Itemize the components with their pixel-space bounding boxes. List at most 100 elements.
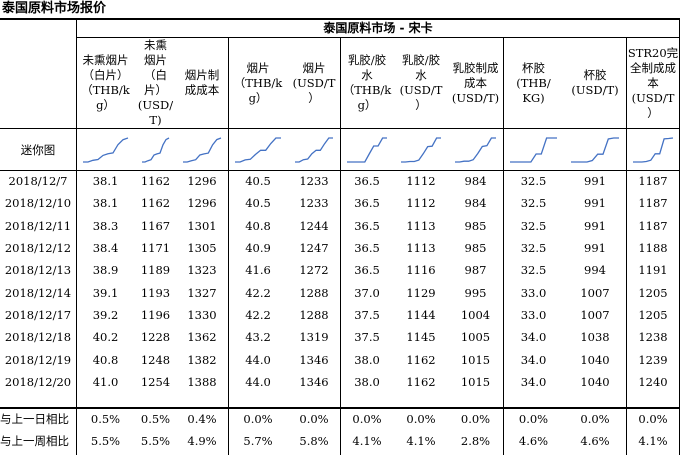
- column-header: 杯胶 (USD/T): [564, 39, 626, 127]
- table-cell: 1346: [299, 374, 329, 389]
- table-cell: 1233: [299, 196, 329, 211]
- column-header-line: (USD/T: [399, 83, 443, 97]
- table-cell: 38.1: [92, 174, 119, 189]
- column-header-line: （THB/k: [233, 75, 283, 90]
- table-cell: 1015: [460, 374, 491, 389]
- table-cell: 1205: [638, 307, 668, 322]
- column-header-line: (USD/T): [571, 83, 619, 97]
- row-date: 2018/12/11: [4, 218, 72, 233]
- summary-cell: 4.1%: [406, 433, 436, 448]
- summary-cell: 0.0%: [460, 411, 491, 426]
- row-date: 2018/12/20: [4, 374, 72, 389]
- table-cell: 987: [464, 263, 487, 278]
- column-header-line: STR20完: [627, 45, 679, 60]
- table-cell: 1040: [580, 374, 610, 389]
- table-cell: 32.5: [520, 263, 547, 278]
- sparkline-line: [142, 137, 170, 163]
- column-header: 烟片 （THB/k g）: [228, 39, 288, 127]
- table-cell: 1319: [299, 330, 329, 345]
- summary-cell: 5.8%: [299, 433, 329, 448]
- sparkline: [346, 136, 388, 164]
- column-header: 烟片制 成成本: [176, 39, 228, 127]
- table-cell: 1244: [299, 218, 329, 233]
- table-cell: 39.1: [92, 285, 119, 300]
- row-date: 2018/12/17: [4, 307, 72, 322]
- summary-cell: 2.8%: [460, 433, 491, 448]
- table-cell: 40.2: [92, 330, 119, 345]
- column-header-line: 本: [647, 75, 659, 90]
- table-cell: 41.6: [245, 263, 271, 278]
- summary-cell: 5.5%: [140, 433, 171, 448]
- table-right-rule: [679, 18, 680, 455]
- table-cell: 1305: [187, 241, 217, 256]
- table-cell: 1228: [140, 330, 171, 345]
- summary-cell: 0.0%: [518, 411, 549, 426]
- row-date: 2018/12/7: [8, 174, 68, 189]
- table-cell: 1113: [406, 241, 436, 256]
- sparkline-line: [455, 137, 496, 163]
- page-title: 泰国原料市场报价: [2, 1, 107, 16]
- summary-cell: 4.1%: [352, 433, 382, 448]
- column-header: 乳胶制成 成本 (USD/T): [448, 39, 503, 127]
- table-cell: 985: [464, 241, 487, 256]
- market-title-rule: [76, 37, 680, 38]
- column-header-line: 全制成成: [630, 60, 676, 75]
- table-cell: 995: [464, 285, 487, 300]
- summary-cell: 5.5%: [90, 433, 121, 448]
- column-header: 杯胶 (THB/KG): [503, 39, 564, 127]
- summary-cell: 4.1%: [638, 433, 668, 448]
- column-header-line: （THB/k: [81, 83, 130, 97]
- row-date: 2018/12/10: [4, 196, 72, 211]
- table-cell: 1323: [187, 263, 217, 278]
- sparkline-svg: [455, 137, 496, 163]
- sparkline-line: [571, 137, 619, 163]
- table-cell: 43.2: [245, 330, 271, 345]
- table-cell: 40.5: [245, 174, 271, 189]
- sparkline: [632, 136, 674, 164]
- table-cell: 1038: [580, 330, 610, 345]
- table-cell: 1187: [638, 174, 668, 189]
- table-cell: 1189: [140, 263, 171, 278]
- price-table: 泰国原料市场 - 宋卡 未熏烟片 （白片） （THB/k g） 未熏 烟片 （白 片） (USD/…: [0, 18, 680, 455]
- row-date: 2018/12/19: [4, 352, 72, 367]
- column-header-line: 成本: [464, 75, 487, 90]
- table-cell: 33.0: [520, 285, 547, 300]
- table-cell: 1188: [638, 241, 668, 256]
- summary-row-label: 与上一日相比: [0, 411, 69, 426]
- sparkline: [182, 136, 222, 164]
- column-header-line: 杯胶: [583, 68, 607, 82]
- summary-cell: 0.0%: [580, 411, 610, 426]
- table-cell: 1007: [580, 285, 610, 300]
- table-cell: 36.5: [354, 241, 380, 256]
- table-cell: 1129: [406, 285, 436, 300]
- table-cell: 1162: [140, 196, 171, 211]
- sparkline-line: [295, 137, 333, 163]
- sparkline-svg: [83, 137, 129, 163]
- table-cell: 37.0: [354, 285, 380, 300]
- summary-cell: 0.4%: [187, 411, 217, 426]
- table-cell: 36.5: [354, 263, 380, 278]
- table-cell: 33.0: [520, 307, 547, 322]
- sparkline-line: [401, 137, 441, 163]
- table-cell: 34.0: [520, 352, 547, 367]
- table-cell: 1327: [187, 285, 217, 300]
- table-cell: 1162: [140, 174, 171, 189]
- summary-cell: 0.0%: [406, 411, 436, 426]
- table-cell: 37.5: [354, 307, 380, 322]
- column-header: 乳胶/胶水（THB/k g）: [340, 39, 394, 127]
- column-header-line: (THB/: [516, 75, 551, 90]
- sparkline-svg: [510, 137, 557, 163]
- table-cell: 1330: [187, 307, 217, 322]
- table-cell: 44.0: [245, 374, 271, 389]
- table-cell: 1112: [406, 174, 436, 189]
- column-header-line: g）: [96, 98, 115, 112]
- column-header-line: 杯胶: [522, 60, 545, 75]
- table-cell: 1193: [140, 285, 171, 300]
- table-cell: 1144: [406, 307, 436, 322]
- row-date: 2018/12/13: [4, 263, 72, 278]
- column-header-line: 烟片: [144, 53, 167, 67]
- table-cell: 1346: [299, 352, 329, 367]
- table-cell: 1233: [299, 174, 329, 189]
- table-top-rule: [0, 18, 680, 20]
- column-header-line: 烟片: [246, 60, 270, 75]
